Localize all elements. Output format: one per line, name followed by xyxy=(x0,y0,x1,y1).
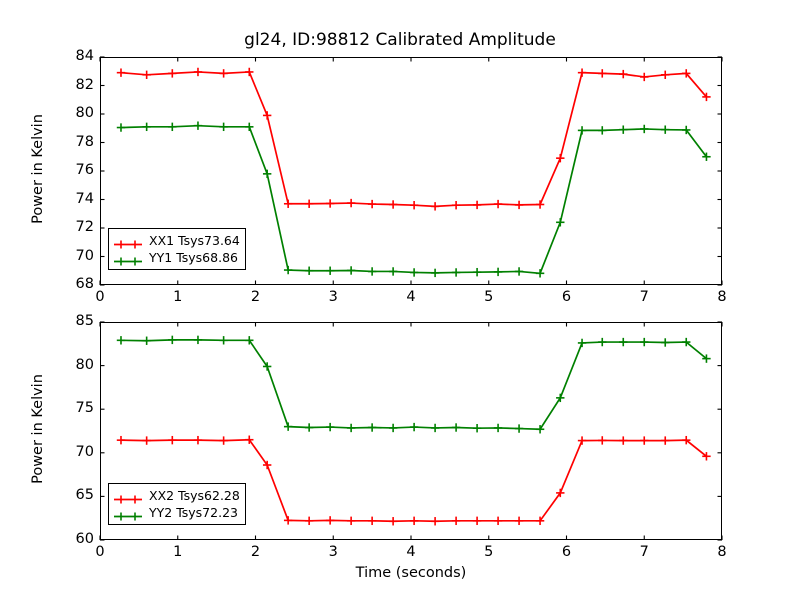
legend-line-swatch xyxy=(113,235,143,249)
legend-item: XX1 Tsys73.64 xyxy=(113,232,240,249)
series-line xyxy=(120,438,707,523)
x-tick-label: 1 xyxy=(173,544,183,560)
legend-item: XX2 Tsys62.28 xyxy=(113,487,240,504)
y-tick-label: 70 xyxy=(75,443,94,460)
x-tick-label: 6 xyxy=(561,544,572,560)
x-tick-label: 2 xyxy=(250,289,261,305)
x-tick-label: 5 xyxy=(484,289,494,305)
y-tick-label: 80 xyxy=(75,356,94,373)
series-markers xyxy=(116,67,711,211)
x-tick-label: 4 xyxy=(406,544,416,560)
series-line xyxy=(120,124,708,275)
y-tick-label: 85 xyxy=(75,313,94,329)
series-markers xyxy=(116,121,711,278)
y-tick-label: 68 xyxy=(75,276,94,292)
y-tick-label: 70 xyxy=(75,247,94,264)
x-tick-label: 3 xyxy=(328,289,338,305)
page-title: gl24, ID:98812 Calibrated Amplitude xyxy=(244,30,556,50)
bottom-y-axis-label: Power in Kelvin xyxy=(30,374,46,484)
x-tick-label: 7 xyxy=(639,289,649,305)
x-tick-label: 4 xyxy=(406,289,416,305)
series-line xyxy=(120,71,708,208)
y-tick-label: 76 xyxy=(75,162,94,178)
top-legend: XX1 Tsys73.64 YY1 Tsys68.86 xyxy=(108,228,246,270)
series-markers xyxy=(116,335,711,434)
legend-label: XX1 Tsys73.64 xyxy=(149,233,240,248)
x-tick-label: 3 xyxy=(328,544,338,560)
legend-label: YY2 Tsys72.23 xyxy=(149,505,238,520)
y-tick-label: 78 xyxy=(75,133,94,150)
x-tick-label: 2 xyxy=(250,544,261,560)
series-markers xyxy=(116,435,711,526)
legend-item: YY1 Tsys68.86 xyxy=(113,249,240,266)
x-tick-label: 8 xyxy=(717,289,727,305)
y-tick-label: 72 xyxy=(75,219,94,235)
y-tick-label: 80 xyxy=(75,105,94,121)
y-tick-label: 65 xyxy=(75,487,94,504)
legend-line-swatch xyxy=(113,490,143,504)
y-tick-label: 60 xyxy=(75,531,94,547)
x-tick-label: 5 xyxy=(484,544,494,560)
x-tick-label: 0 xyxy=(95,544,105,560)
x-tick-label: 6 xyxy=(561,289,572,305)
series-line xyxy=(120,339,707,431)
x-axis-label: Time (seconds) xyxy=(355,565,467,581)
y-tick-label: 82 xyxy=(75,76,94,93)
legend-line-swatch xyxy=(113,507,143,521)
y-tick-label: 74 xyxy=(75,190,94,207)
legend-label: XX2 Tsys62.28 xyxy=(149,488,240,503)
bottom-legend: XX2 Tsys62.28 YY2 Tsys72.23 xyxy=(108,483,246,525)
legend-label: YY1 Tsys68.86 xyxy=(149,250,238,265)
legend-line-swatch xyxy=(113,252,143,266)
legend-item: YY2 Tsys72.23 xyxy=(113,504,240,521)
x-tick-label: 0 xyxy=(95,289,105,305)
x-tick-label: 1 xyxy=(173,289,183,305)
x-tick-label: 7 xyxy=(639,544,649,560)
x-tick-label: 8 xyxy=(717,544,727,560)
y-tick-label: 84 xyxy=(75,48,94,64)
y-tick-label: 75 xyxy=(75,400,94,417)
